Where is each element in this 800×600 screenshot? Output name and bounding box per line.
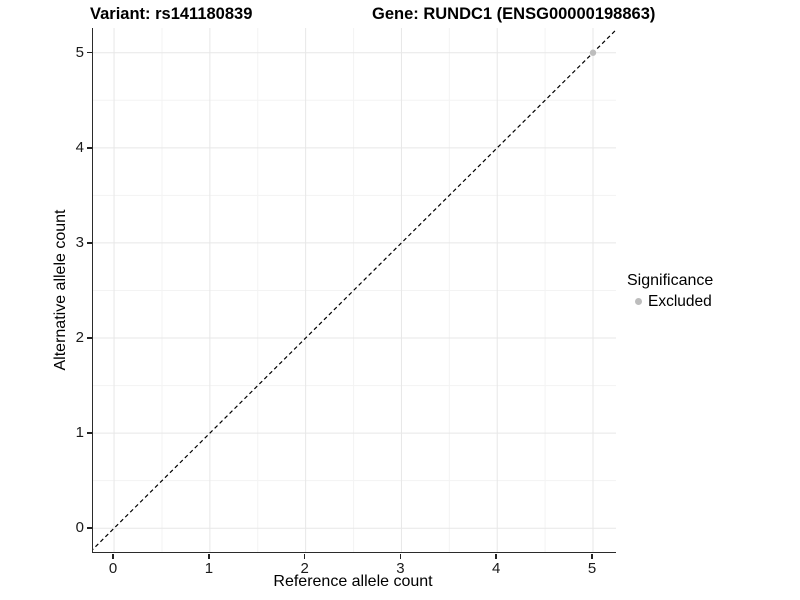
x-tick-mark [208,553,210,559]
y-tick-mark [87,51,92,54]
identity-line [93,29,616,550]
data-point [589,49,597,56]
x-tick-label: 2 [300,560,309,577]
x-tick-label: 4 [492,560,501,577]
plot-title-variant: Variant: rs141180839 [90,5,253,23]
y-tick-mark [87,432,92,434]
plot-title-gene: Gene: RUNDC1 (ENSG00000198863) [372,5,656,23]
x-tick-label: 3 [396,560,405,577]
x-tick-label: 5 [587,560,597,577]
plot-panel [92,28,616,553]
y-tick-label: 4 [75,138,84,156]
legend-entries: Excluded [627,292,713,311]
y-tick-label: 5 [75,43,84,61]
legend: Significance Excluded [627,271,713,311]
x-axis-label: Reference allele count [273,573,433,590]
y-tick-mark [87,527,92,529]
x-tick-mark [112,553,114,559]
y-tick-label: 1 [75,424,84,442]
y-tick-mark [87,337,92,339]
y-tick-label: 0 [75,519,84,537]
plot-canvas [93,28,616,552]
legend-entry-label: Excluded [648,292,712,310]
legend-entry: Excluded [627,292,713,311]
x-tick-mark [303,553,306,559]
legend-point-icon [635,298,642,305]
x-tick-mark [399,553,402,559]
y-tick-label: 3 [75,233,84,251]
x-tick-mark [495,553,497,559]
x-tick-label: 0 [108,560,118,577]
y-tick-label: 2 [75,329,84,347]
legend-title: Significance [627,272,714,289]
x-tick-mark [591,553,593,559]
y-tick-mark [87,242,92,244]
x-tick-label: 1 [204,560,214,577]
y-tick-mark [87,147,92,149]
